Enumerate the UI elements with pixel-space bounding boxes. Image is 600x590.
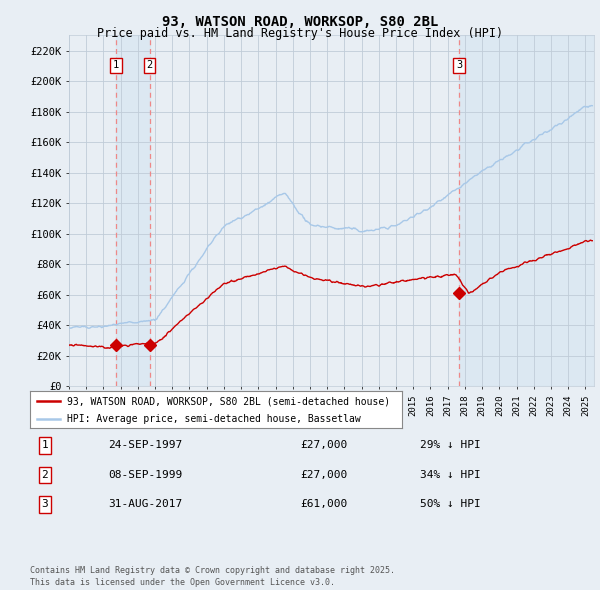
Text: 50% ↓ HPI: 50% ↓ HPI (420, 500, 481, 509)
Text: 31-AUG-2017: 31-AUG-2017 (108, 500, 182, 509)
Text: 1: 1 (113, 60, 119, 70)
Text: 2: 2 (146, 60, 153, 70)
Text: £27,000: £27,000 (300, 441, 347, 450)
Bar (116, 35, 150, 386)
Text: Contains HM Land Registry data © Crown copyright and database right 2025.
This d: Contains HM Land Registry data © Crown c… (30, 566, 395, 587)
Text: 2: 2 (41, 470, 49, 480)
Text: 93, WATSON ROAD, WORKSOP, S80 2BL (semi-detached house): 93, WATSON ROAD, WORKSOP, S80 2BL (semi-… (67, 396, 391, 407)
Text: 1: 1 (41, 441, 49, 450)
Text: 3: 3 (456, 60, 462, 70)
Text: 3: 3 (41, 500, 49, 509)
Text: 34% ↓ HPI: 34% ↓ HPI (420, 470, 481, 480)
Text: £27,000: £27,000 (300, 470, 347, 480)
Text: HPI: Average price, semi-detached house, Bassetlaw: HPI: Average price, semi-detached house,… (67, 414, 361, 424)
Text: 24-SEP-1997: 24-SEP-1997 (108, 441, 182, 450)
Text: 93, WATSON ROAD, WORKSOP, S80 2BL: 93, WATSON ROAD, WORKSOP, S80 2BL (162, 15, 438, 29)
Text: 29% ↓ HPI: 29% ↓ HPI (420, 441, 481, 450)
Text: 08-SEP-1999: 08-SEP-1999 (108, 470, 182, 480)
Text: Price paid vs. HM Land Registry's House Price Index (HPI): Price paid vs. HM Land Registry's House … (97, 27, 503, 40)
Text: £61,000: £61,000 (300, 500, 347, 509)
Bar (459, 35, 594, 386)
